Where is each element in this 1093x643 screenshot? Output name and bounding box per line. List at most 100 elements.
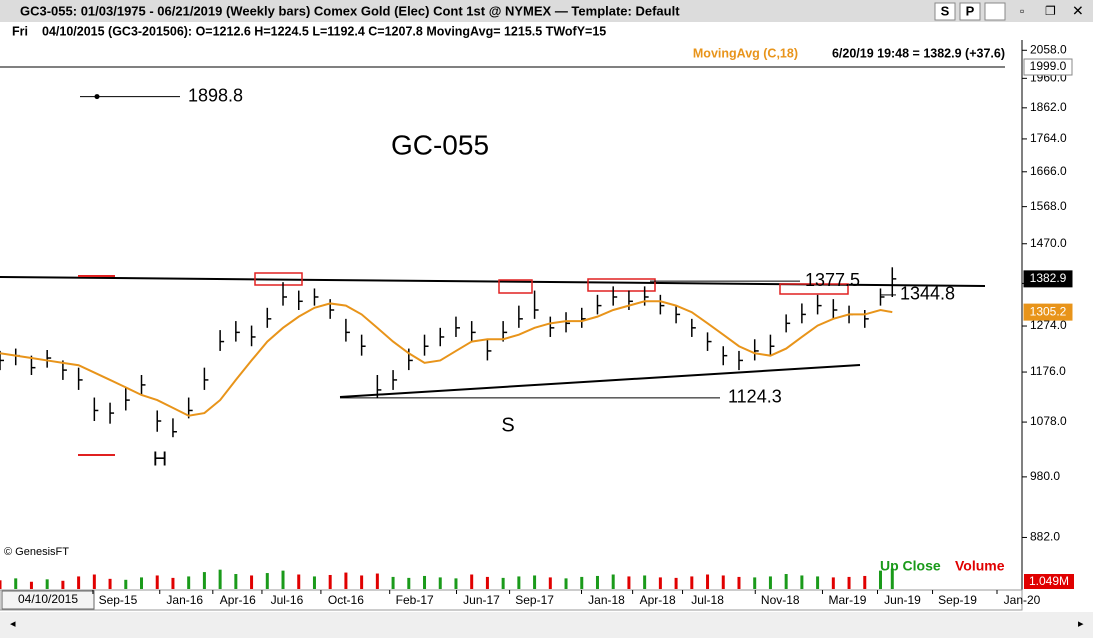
volume-bar — [768, 576, 772, 589]
legend-entry: MovingAvg (C,18) — [693, 46, 798, 60]
volume-bar — [784, 574, 788, 589]
scroll-left[interactable]: ◂ — [10, 618, 16, 630]
volume-bar — [45, 579, 49, 589]
volume-bar — [29, 581, 33, 589]
volume-bar — [737, 576, 741, 589]
volume-bar — [627, 576, 631, 589]
volume-bar — [250, 575, 254, 589]
p-button[interactable] — [959, 2, 981, 21]
price-flag-label: 1305.2 — [1030, 304, 1067, 318]
scrollbar[interactable] — [0, 612, 1093, 638]
y-tick-label: 1568.0 — [1030, 199, 1067, 213]
y-tick-label: 1078.0 — [1030, 414, 1067, 428]
level-label: 1344.8 — [900, 284, 955, 304]
volume-bar — [816, 576, 820, 589]
highlight-box — [498, 279, 533, 294]
x-tick-label: Jan-16 — [166, 593, 203, 607]
volume-bar — [124, 579, 128, 589]
volume-bar — [564, 578, 568, 589]
legend-text: 6/20/19 19:48 = 1382.9 (+37.6) — [832, 46, 1005, 60]
y-tick-label: 980.0 — [1030, 469, 1060, 483]
s-button-label[interactable]: S — [941, 3, 950, 18]
x-tick-label: Sep-19 — [938, 593, 977, 607]
s-button[interactable] — [934, 2, 956, 21]
volume-bar — [485, 576, 489, 589]
volume-bar — [391, 576, 395, 589]
y-tick-label: 1862.0 — [1030, 100, 1067, 114]
volume-bar — [140, 577, 144, 589]
x-tick-label: Feb-17 — [396, 593, 434, 607]
volume-bar — [863, 575, 867, 589]
volume-bar — [155, 575, 159, 589]
x-tick-label: Jul-18 — [691, 593, 724, 607]
volume-bar — [187, 576, 191, 589]
volume-bar — [92, 574, 96, 589]
volume-flag — [1024, 574, 1074, 589]
y-tick-label: 1274.0 — [1030, 318, 1067, 332]
p-button-label[interactable]: P — [966, 3, 975, 18]
volume-bar — [234, 574, 238, 589]
cursor-date: 04/10/2015 — [18, 592, 78, 606]
volume-bar — [595, 575, 599, 589]
copyright: © GenesisFT — [4, 546, 69, 558]
x-tick-label: Jul-16 — [271, 593, 304, 607]
volume-bar — [753, 577, 757, 589]
highlight-box — [254, 272, 303, 286]
volume-bar — [800, 575, 804, 589]
y-tick-label: 1176.0 — [1030, 364, 1066, 378]
volume-bar — [423, 575, 427, 589]
x-tick-label: Apr-16 — [220, 593, 256, 607]
support-line — [339, 364, 861, 398]
window-title: GC3-055: 01/03/1975 - 06/21/2019 (Weekly… — [20, 3, 680, 18]
volume-bar — [171, 577, 175, 589]
volume-bar — [407, 577, 411, 589]
x-tick-label: Nov-18 — [761, 593, 800, 607]
highlight-box — [587, 278, 656, 292]
volume-bar — [438, 577, 442, 589]
price-flag — [1023, 270, 1073, 288]
volume-bar — [281, 570, 285, 589]
volume-bar — [218, 569, 222, 589]
close-button[interactable]: ✕ — [1072, 3, 1084, 19]
volume-bar — [878, 570, 882, 589]
volume-bar — [77, 576, 81, 589]
volume-bar — [360, 575, 364, 589]
price-flag — [1023, 58, 1073, 76]
scroll-right[interactable]: ▸ — [1078, 618, 1084, 630]
volume-bar — [580, 576, 584, 589]
price-flag-label: 1999.0 — [1030, 59, 1067, 73]
volume-bar — [265, 573, 269, 589]
x-tick-label: Sep-15 — [99, 593, 138, 607]
pattern-label: S — [501, 414, 514, 436]
volume-bar — [658, 577, 662, 589]
volume-bar — [202, 572, 206, 589]
x-tick-label: Jun-19 — [884, 593, 921, 607]
volume-bar — [297, 574, 301, 589]
x-tick-label: Apr-18 — [640, 593, 676, 607]
volume-label: Volume — [955, 558, 1005, 574]
up-close-label: Up Close — [880, 558, 941, 574]
dot — [94, 94, 100, 100]
volume-flag-label: 1.049M — [1029, 574, 1069, 588]
volume-bar — [470, 574, 474, 589]
volume-bar — [14, 578, 18, 589]
title-bar — [0, 0, 1093, 22]
minimize-button[interactable]: ▫ — [1020, 4, 1024, 18]
restore-button[interactable]: ❐ — [1045, 4, 1056, 18]
x-tick-label: Sep-17 — [515, 593, 554, 607]
y-tick-label: 882.0 — [1030, 530, 1060, 544]
pattern-label: H — [153, 448, 167, 470]
cursor-date-box — [1, 590, 95, 610]
detach-button[interactable] — [984, 2, 1006, 21]
volume-bar — [344, 572, 348, 589]
level-label: 1124.3 — [728, 387, 782, 407]
volume-bar — [61, 580, 65, 589]
x-tick-label: Jan-20 — [1004, 593, 1041, 607]
volume-bar — [312, 576, 316, 589]
moving-average — [0, 300, 893, 417]
volume-bar — [721, 575, 725, 589]
volume-bar — [108, 578, 112, 589]
volume-bar — [501, 577, 505, 589]
volume-bar — [847, 576, 851, 589]
level-label: 1898.8 — [188, 85, 243, 105]
